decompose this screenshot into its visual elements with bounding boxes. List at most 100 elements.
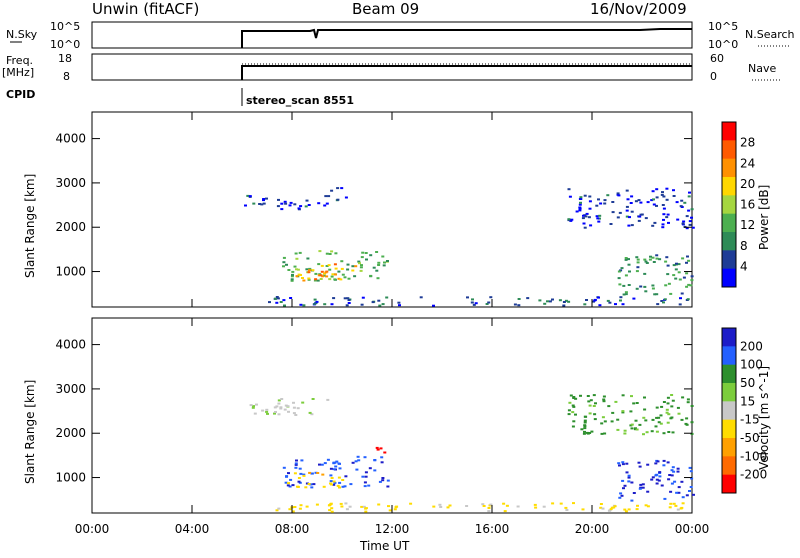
range-time-cell (637, 199, 641, 202)
range-time-cell (677, 491, 681, 494)
range-time-cell (298, 507, 302, 510)
range-time-cell (666, 461, 670, 464)
xtick-label: 16:00 (475, 522, 510, 536)
range-time-cell (287, 482, 290, 485)
range-time-cell (329, 502, 333, 505)
range-time-cell (659, 422, 663, 425)
range-time-cell (364, 475, 368, 478)
range-time-cell (662, 464, 666, 467)
range-time-cell (670, 469, 674, 472)
range-time-cell (279, 407, 283, 410)
range-time-cell (379, 447, 383, 450)
range-time-cell (621, 394, 625, 397)
range-time-cell (309, 483, 313, 486)
range-time-cell (360, 505, 364, 508)
range-time-cell (386, 260, 389, 262)
range-time-cell (324, 271, 328, 274)
range-time-cell (616, 418, 620, 421)
range-time-cell (671, 431, 675, 434)
range-time-cell (439, 506, 443, 508)
range-time-cell (310, 472, 314, 475)
range-time-cell (567, 300, 571, 303)
range-time-cell (575, 210, 579, 213)
range-time-cell (375, 251, 379, 253)
range-time-cell (334, 267, 338, 270)
range-time-cell (364, 510, 368, 513)
range-time-cell (655, 196, 659, 199)
nsky-tick-bottom: 10^0 (50, 38, 80, 51)
range-time-cell (621, 411, 625, 414)
range-time-cell (265, 197, 268, 200)
range-time-cell (587, 216, 591, 219)
range-time-cell (669, 292, 673, 295)
range-time-cell (621, 479, 625, 482)
range-time-cell (299, 205, 303, 208)
range-time-cell (672, 189, 675, 192)
range-time-cell (320, 270, 324, 273)
range-time-cell (337, 270, 341, 273)
range-time-cell (275, 405, 279, 408)
range-time-cell (651, 284, 655, 287)
range-time-cell (310, 413, 314, 416)
range-time-cell (258, 203, 262, 205)
range-time-cell (334, 252, 338, 255)
range-time-cell (367, 484, 371, 487)
range-time-cell (472, 303, 476, 306)
range-time-cell (562, 304, 566, 307)
range-time-cell (662, 218, 665, 221)
range-time-cell (599, 506, 603, 509)
time-axis-ticks: 00:00 04:00 08:00 12:00 16:00 20:00 00:00 (75, 112, 709, 536)
range-time-cell (625, 215, 629, 218)
power-colorbar-label: Power [dB] (757, 185, 771, 250)
range-time-cell (330, 483, 333, 486)
range-time-cell (318, 463, 321, 466)
range-time-cell (302, 304, 306, 307)
range-time-cell (680, 292, 684, 295)
range-time-cell (572, 405, 576, 408)
range-time-cell (598, 214, 602, 217)
range-time-cell (361, 296, 365, 299)
range-time-cell (329, 474, 333, 477)
range-time-cell (670, 474, 674, 477)
range-time-cell (662, 401, 666, 403)
range-time-cell (654, 425, 658, 428)
range-time-cell (643, 408, 647, 411)
range-time-cell (378, 480, 382, 483)
range-time-cell (516, 505, 520, 508)
colorbar-tick-label: 24 (740, 156, 755, 170)
range-time-cell (255, 403, 258, 406)
colorbar-tick-label: 200 (740, 339, 763, 353)
range-time-cell (638, 487, 642, 490)
range-time-cell (298, 251, 302, 254)
range-time-cell (582, 222, 586, 225)
range-time-cell (283, 304, 286, 307)
range-time-cell (632, 402, 636, 405)
range-time-cell (572, 396, 576, 398)
range-time-cell (617, 194, 621, 197)
range-time-cell (333, 481, 337, 484)
range-time-cell (377, 261, 381, 264)
range-time-cell (337, 462, 341, 465)
range-time-cell (330, 189, 334, 192)
range-time-cell (446, 506, 450, 509)
range-time-cell (274, 411, 277, 413)
range-time-cell (655, 204, 658, 207)
range-time-cell (567, 218, 571, 221)
range-time-cell (297, 477, 301, 479)
range-time-cell (299, 274, 302, 276)
range-time-cell (305, 268, 309, 271)
range-time-cell (666, 264, 670, 267)
range-time-cell (558, 299, 562, 302)
range-time-cell (538, 299, 542, 302)
range-time-cell (294, 462, 298, 465)
range-time-cell (686, 401, 690, 404)
range-time-cell (646, 490, 650, 493)
range-time-cell (659, 414, 663, 417)
range-time-cell (652, 198, 655, 201)
range-time-cell (363, 481, 367, 484)
range-time-cell (609, 223, 613, 225)
range-time-cell (666, 213, 670, 216)
range-time-cell (616, 216, 620, 219)
range-time-cell (658, 471, 662, 474)
